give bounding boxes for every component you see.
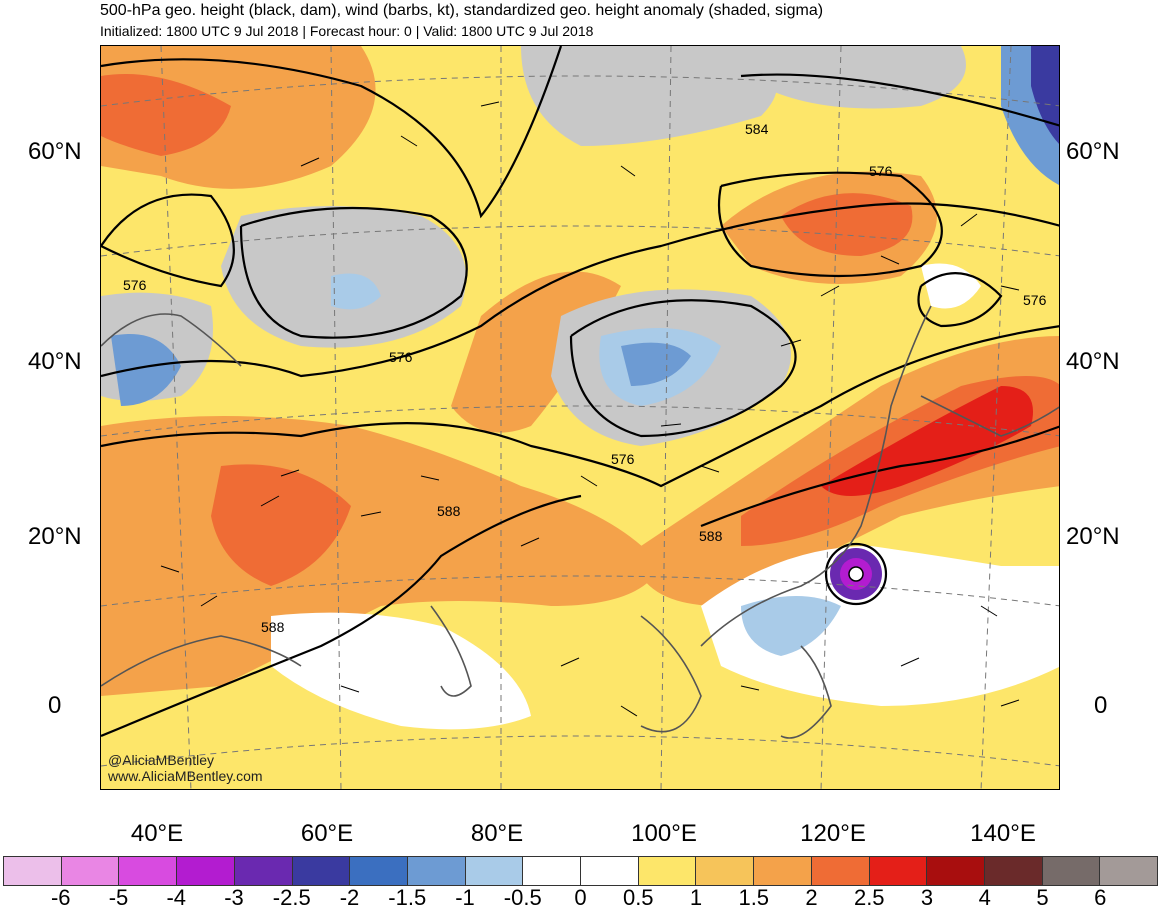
- lon-label: 80°E: [470, 820, 524, 847]
- colorbar: [3, 856, 1158, 886]
- colorbar-swatch: [581, 857, 639, 885]
- contour-label: 576: [389, 349, 413, 365]
- colorbar-swatch: [465, 857, 524, 885]
- colorbar-swatch: [407, 857, 466, 885]
- colorbar-label: 2: [805, 885, 818, 910]
- colorbar-label: -5: [108, 885, 129, 910]
- colorbar-label: 1.5: [738, 885, 770, 910]
- colorbar-swatch: [177, 857, 235, 885]
- contour-label: 584: [745, 121, 769, 137]
- colorbar-swatch: [4, 857, 62, 885]
- contour-label: 576: [123, 277, 147, 293]
- anomaly-map: 584 576 576 576 576 576 588 588 588: [101, 46, 1059, 789]
- chart-subtitle: Initialized: 1800 UTC 9 Jul 2018 | Forec…: [100, 23, 594, 39]
- colorbar-swatch: [927, 857, 985, 885]
- colorbar-label: 3: [920, 885, 934, 910]
- contour-label: 588: [261, 619, 285, 635]
- lat-label-right: 60°N: [1066, 138, 1120, 165]
- colorbar-swatch: [984, 857, 1043, 885]
- lat-label-left: 40°N: [28, 348, 82, 375]
- lon-label: 140°E: [970, 820, 1036, 847]
- colorbar-label: -3: [224, 885, 244, 910]
- colorbar-label: 5: [1036, 885, 1049, 910]
- chart-title: 500-hPa geo. height (black, dam), wind (…: [100, 2, 824, 19]
- lat-label-left: 20°N: [28, 523, 82, 550]
- colorbar-swatch: [350, 857, 408, 885]
- colorbar-label: -6: [50, 885, 71, 910]
- colorbar-swatch: [234, 857, 293, 885]
- colorbar-label: -4: [166, 885, 187, 910]
- lon-label: 100°E: [631, 820, 697, 847]
- lon-label: 40°E: [130, 820, 184, 847]
- colorbar-label: 1: [689, 885, 703, 910]
- colorbar-label: 0: [574, 885, 587, 910]
- colorbar-label: 4: [978, 885, 991, 910]
- lat-label-right: 20°N: [1066, 523, 1120, 550]
- colorbar-swatch: [696, 857, 755, 885]
- colorbar-swatch: [523, 857, 582, 885]
- credit-site: www.AliciaMBentley.com: [108, 768, 263, 784]
- colorbar-label: 6: [1094, 885, 1107, 910]
- contour-label: 576: [611, 451, 635, 467]
- lon-label: 120°E: [800, 820, 866, 847]
- contour-label: 588: [437, 503, 461, 519]
- colorbar-label: -2.5: [272, 885, 311, 910]
- colorbar-label: -1: [455, 885, 475, 910]
- lat-label-left: 0: [48, 692, 62, 719]
- colorbar-swatch: [754, 857, 812, 885]
- contour-label: 576: [869, 163, 893, 179]
- colorbar-swatch: [292, 857, 351, 885]
- colorbar-swatch: [811, 857, 870, 885]
- colorbar-swatch: [638, 857, 697, 885]
- lat-label-right: 0: [1094, 692, 1108, 719]
- colorbar-label: 0.5: [622, 885, 654, 910]
- colorbar-label: -1.5: [388, 885, 427, 910]
- contour-label: 588: [699, 528, 723, 544]
- lon-label: 60°E: [300, 820, 354, 847]
- colorbar-swatch: [869, 857, 928, 885]
- colorbar-swatch: [1100, 857, 1158, 885]
- colorbar-label: -2: [339, 885, 360, 910]
- colorbar-swatch: [119, 857, 178, 885]
- colorbar-label: -0.5: [503, 885, 542, 910]
- colorbar-label: 2.5: [853, 885, 885, 910]
- map-panel: 584 576 576 576 576 576 588 588 588: [100, 45, 1060, 790]
- colorbar-swatch: [61, 857, 120, 885]
- contour-label: 576: [1023, 292, 1047, 308]
- lat-label-right: 40°N: [1066, 348, 1120, 375]
- lat-label-left: 60°N: [28, 138, 82, 165]
- colorbar-swatch: [1042, 857, 1101, 885]
- credit-handle: @AliciaMBentley: [108, 752, 215, 768]
